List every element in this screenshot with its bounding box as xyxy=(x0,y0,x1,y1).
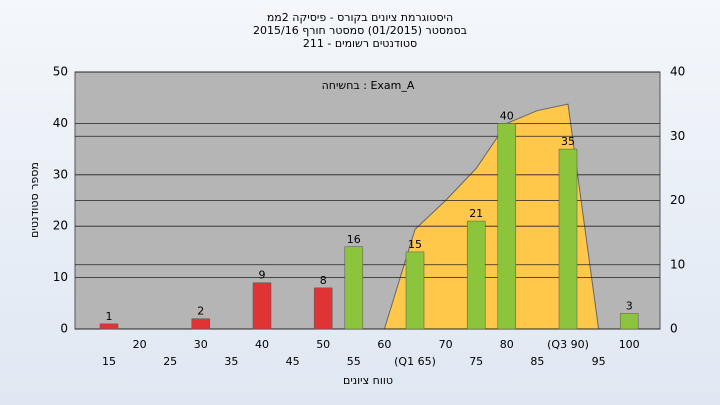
y-tick-label: 0 xyxy=(60,322,68,336)
bar xyxy=(99,323,119,330)
bar xyxy=(191,318,211,330)
chart-title: היסטוגרמת ציונים בקורס - פיסיקה 2ממ xyxy=(267,11,453,24)
x-tick-label: 60 xyxy=(377,338,391,351)
x-tick-label: 75 xyxy=(469,355,483,368)
y2-tick-label: 30 xyxy=(670,129,685,143)
y-tick-label: 30 xyxy=(53,167,68,181)
x-tick-label: 80 xyxy=(500,338,514,351)
x-tick-label: (Q1 65) xyxy=(394,355,436,368)
y-tick-label: 10 xyxy=(53,270,68,284)
x-tick-label: (Q3 90) xyxy=(547,338,589,351)
data-label: 15 xyxy=(408,238,422,251)
bar xyxy=(558,148,578,330)
data-label: 8 xyxy=(320,274,327,287)
data-label: 40 xyxy=(500,109,514,122)
data-label: 21 xyxy=(469,207,483,220)
bar xyxy=(252,282,272,330)
chart-subtitle: סטודנטים רשומים - 211 xyxy=(303,37,417,50)
x-tick-label: 35 xyxy=(224,355,238,368)
bar xyxy=(344,246,364,330)
x-tick-label: 30 xyxy=(194,338,208,351)
data-label: 3 xyxy=(626,300,633,313)
data-label: 35 xyxy=(561,135,575,148)
y-tick-label: 20 xyxy=(53,219,68,233)
x-axis-label: טווח ציונים xyxy=(343,374,393,387)
bar xyxy=(497,123,517,330)
x-tick-label: 45 xyxy=(286,355,300,368)
x-tick-label: 55 xyxy=(347,355,361,368)
data-label: 2 xyxy=(197,305,204,318)
data-label: 9 xyxy=(259,269,266,282)
y2-tick-label: 10 xyxy=(670,257,685,271)
y2-tick-label: 40 xyxy=(670,65,685,79)
x-tick-label: 40 xyxy=(255,338,269,351)
data-label: 1 xyxy=(106,310,113,323)
data-label: 16 xyxy=(347,233,361,246)
x-tick-label: 25 xyxy=(163,355,177,368)
y-axis-label: מספר סטודנטים xyxy=(28,162,41,238)
bar xyxy=(619,313,639,330)
x-tick-label: 20 xyxy=(133,338,147,351)
y2-tick-label: 0 xyxy=(670,322,678,336)
x-tick-label: 50 xyxy=(316,338,330,351)
bar xyxy=(313,287,333,330)
bar xyxy=(466,220,486,330)
y2-tick-label: 20 xyxy=(670,193,685,207)
annotation: בחשיחה : Exam_A xyxy=(322,79,415,92)
x-tick-label: 95 xyxy=(592,355,606,368)
y-tick-label: 50 xyxy=(53,65,68,79)
y-tick-label: 40 xyxy=(53,116,68,130)
x-tick-label: 15 xyxy=(102,355,116,368)
bar xyxy=(405,251,425,330)
x-tick-label: 85 xyxy=(530,355,544,368)
chart-subtitle: בסמסטר (01/2015) סמסטר חורף 2015/16 xyxy=(253,24,467,37)
x-tick-label: 70 xyxy=(439,338,453,351)
x-tick-label: 100 xyxy=(619,338,640,351)
